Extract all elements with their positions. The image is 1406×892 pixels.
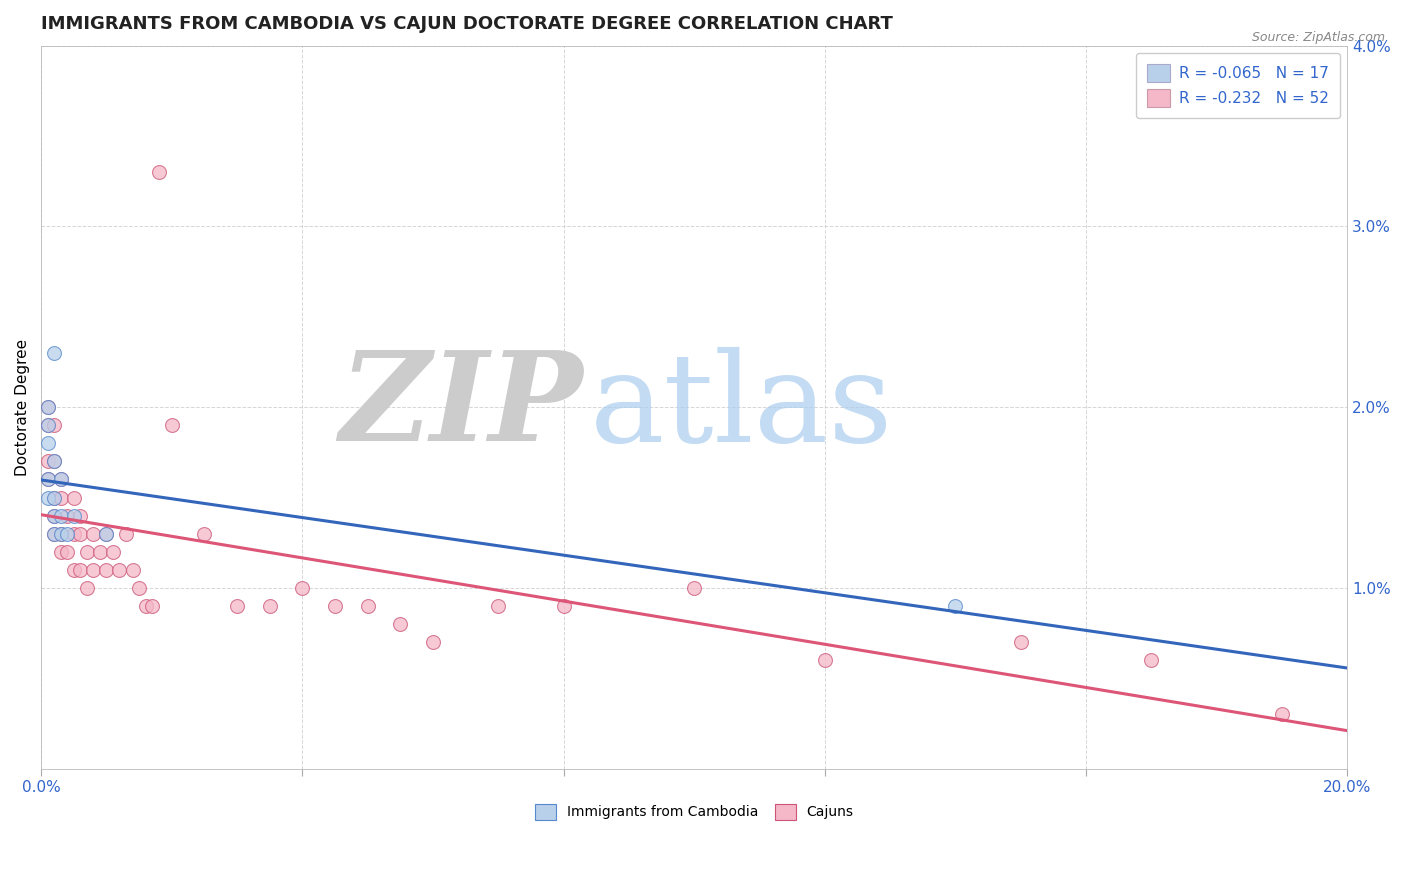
Text: atlas: atlas: [589, 347, 893, 467]
Point: [814, 653, 837, 667]
Point: [62, 526, 84, 541]
Point: [37, 418, 59, 433]
Point: [62, 563, 84, 577]
Point: [49, 472, 72, 486]
Text: Source: ZipAtlas.com: Source: ZipAtlas.com: [1251, 31, 1385, 45]
Point: [49, 526, 72, 541]
Point: [96, 563, 118, 577]
Point: [44, 454, 66, 468]
Point: [82, 563, 104, 577]
Point: [291, 581, 314, 595]
Point: [82, 526, 104, 541]
Point: [62, 508, 84, 523]
Point: [62, 491, 84, 505]
Y-axis label: Doctorate Degree: Doctorate Degree: [15, 339, 30, 475]
Point: [37, 400, 59, 414]
Point: [128, 581, 150, 595]
Point: [69, 508, 91, 523]
Point: [945, 599, 967, 613]
Point: [121, 563, 143, 577]
Point: [49, 508, 72, 523]
Point: [49, 526, 72, 541]
Point: [89, 545, 111, 559]
Point: [101, 545, 124, 559]
Point: [37, 454, 59, 468]
Point: [323, 599, 346, 613]
Point: [69, 563, 91, 577]
Point: [37, 472, 59, 486]
Text: IMMIGRANTS FROM CAMBODIA VS CAJUN DOCTORATE DEGREE CORRELATION CHART: IMMIGRANTS FROM CAMBODIA VS CAJUN DOCTOR…: [41, 15, 893, 33]
Point: [553, 599, 575, 613]
Point: [37, 491, 59, 505]
Point: [193, 526, 215, 541]
Point: [76, 545, 98, 559]
Point: [683, 581, 706, 595]
Point: [49, 491, 72, 505]
Point: [37, 418, 59, 433]
Point: [44, 526, 66, 541]
Point: [96, 526, 118, 541]
Point: [49, 545, 72, 559]
Point: [37, 436, 59, 450]
Point: [56, 508, 79, 523]
Point: [226, 599, 249, 613]
Point: [37, 472, 59, 486]
Point: [108, 563, 131, 577]
Point: [1140, 653, 1163, 667]
Point: [148, 165, 170, 179]
Point: [44, 491, 66, 505]
Point: [44, 508, 66, 523]
Point: [44, 526, 66, 541]
Point: [44, 508, 66, 523]
Point: [115, 526, 138, 541]
Point: [486, 599, 509, 613]
Point: [56, 526, 79, 541]
Point: [37, 400, 59, 414]
Point: [259, 599, 281, 613]
Point: [141, 599, 163, 613]
Point: [1010, 635, 1032, 649]
Point: [44, 418, 66, 433]
Point: [56, 545, 79, 559]
Point: [1271, 707, 1294, 722]
Point: [76, 581, 98, 595]
Legend: Immigrants from Cambodia, Cajuns: Immigrants from Cambodia, Cajuns: [527, 797, 860, 827]
Point: [135, 599, 157, 613]
Point: [356, 599, 378, 613]
Point: [49, 472, 72, 486]
Point: [96, 526, 118, 541]
Point: [44, 491, 66, 505]
Text: ZIP: ZIP: [339, 346, 583, 468]
Point: [69, 526, 91, 541]
Point: [422, 635, 444, 649]
Point: [44, 454, 66, 468]
Point: [389, 617, 412, 632]
Point: [44, 346, 66, 360]
Point: [160, 418, 183, 433]
